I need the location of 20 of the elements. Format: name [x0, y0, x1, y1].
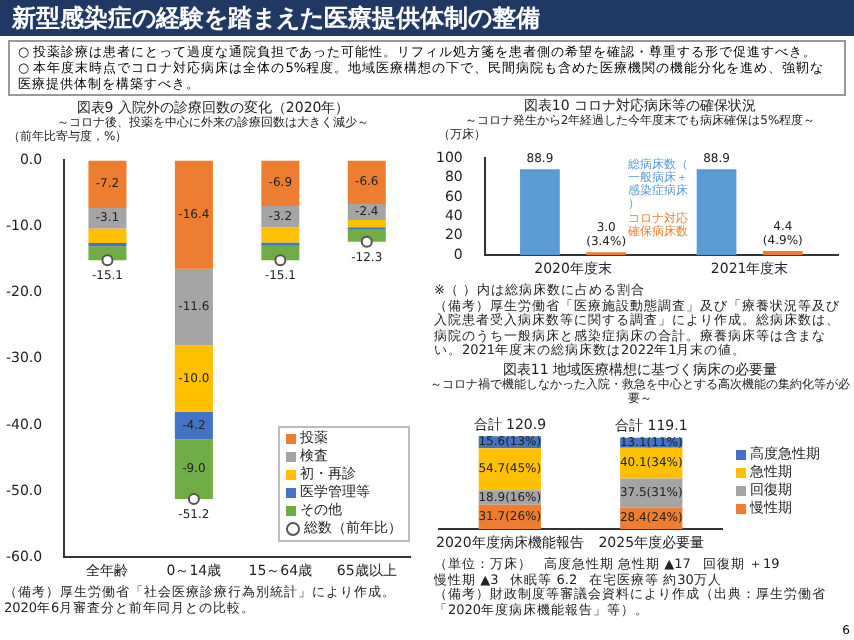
point: [187, 493, 200, 505]
bar: [696, 169, 737, 256]
bar: [174, 345, 213, 412]
bar: [88, 160, 127, 209]
point: [360, 235, 373, 248]
bar: [261, 227, 300, 243]
bar: [762, 250, 803, 256]
bar: [88, 208, 127, 229]
bar: [261, 160, 300, 207]
text: 新型感染症の経験を踏まえた医療提供体制の整備: [0, 0, 854, 36]
bar: [174, 439, 213, 499]
bar: [88, 228, 127, 244]
bar: [347, 160, 386, 205]
bar: [88, 246, 127, 261]
bar: [347, 219, 386, 228]
point: [101, 254, 114, 267]
bar: [174, 268, 213, 346]
bar: [520, 169, 560, 256]
point: [274, 254, 287, 267]
bar: [174, 160, 213, 269]
